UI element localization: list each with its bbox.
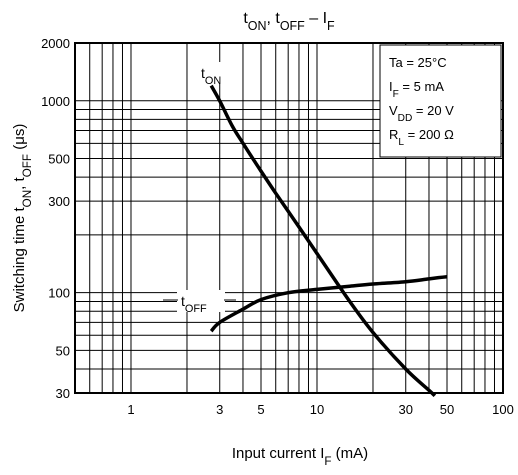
x-tick-label: 30 <box>399 402 413 417</box>
condition-line: Ta = 25°C <box>389 55 447 70</box>
conditions-box: Ta = 25°C IF = 5 mA VDD = 20 V RL = 200 Ω <box>379 44 502 158</box>
x-tick-label: 1 <box>127 402 134 417</box>
condition-line: RL = 200 Ω <box>389 127 454 148</box>
y-tick-label: 2000 <box>41 36 70 51</box>
y-tick-label: 1000 <box>41 94 70 109</box>
series-layer <box>209 84 448 398</box>
condition-line: VDD = 20 V <box>389 103 454 124</box>
x-tick-label: 100 <box>492 402 514 417</box>
y-tick-label: 30 <box>56 386 70 401</box>
toff-curve <box>209 275 448 333</box>
toff-label: tOFF <box>181 293 207 315</box>
y-tick-label: 50 <box>56 343 70 358</box>
x-tick-label: 50 <box>440 402 454 417</box>
toff-label-bg <box>177 290 225 312</box>
ton-label-bg <box>196 62 230 84</box>
condition-line: IF = 5 mA <box>389 79 444 100</box>
x-axis-title: Input current IF (mA) <box>232 445 368 468</box>
x-tick-label: 5 <box>257 402 264 417</box>
conditions-box-frame <box>379 44 502 158</box>
tick-labels: 1 3 5 10 30 50 100 30 50 100 300 500 1000 2000 <box>41 36 514 417</box>
plot-border <box>74 42 504 394</box>
x-tick-label: 10 <box>310 402 324 417</box>
curve-labels: tON tOFF <box>163 62 236 315</box>
y-tick-label: 500 <box>48 152 70 167</box>
x-tick-label: 3 <box>216 402 223 417</box>
y-tick-label: 100 <box>48 286 70 301</box>
ton-label: tON <box>201 65 221 87</box>
plot-frame <box>74 42 504 394</box>
chart-title: tON, tOFF – IF <box>243 10 335 33</box>
y-axis-title: Switching time tON, tOFF (μs) <box>11 124 34 313</box>
titles: tON, tOFF – IF Input current IF (mA) Switc… <box>11 10 368 468</box>
y-tick-label: 300 <box>48 194 70 209</box>
ton-curve <box>209 84 437 398</box>
